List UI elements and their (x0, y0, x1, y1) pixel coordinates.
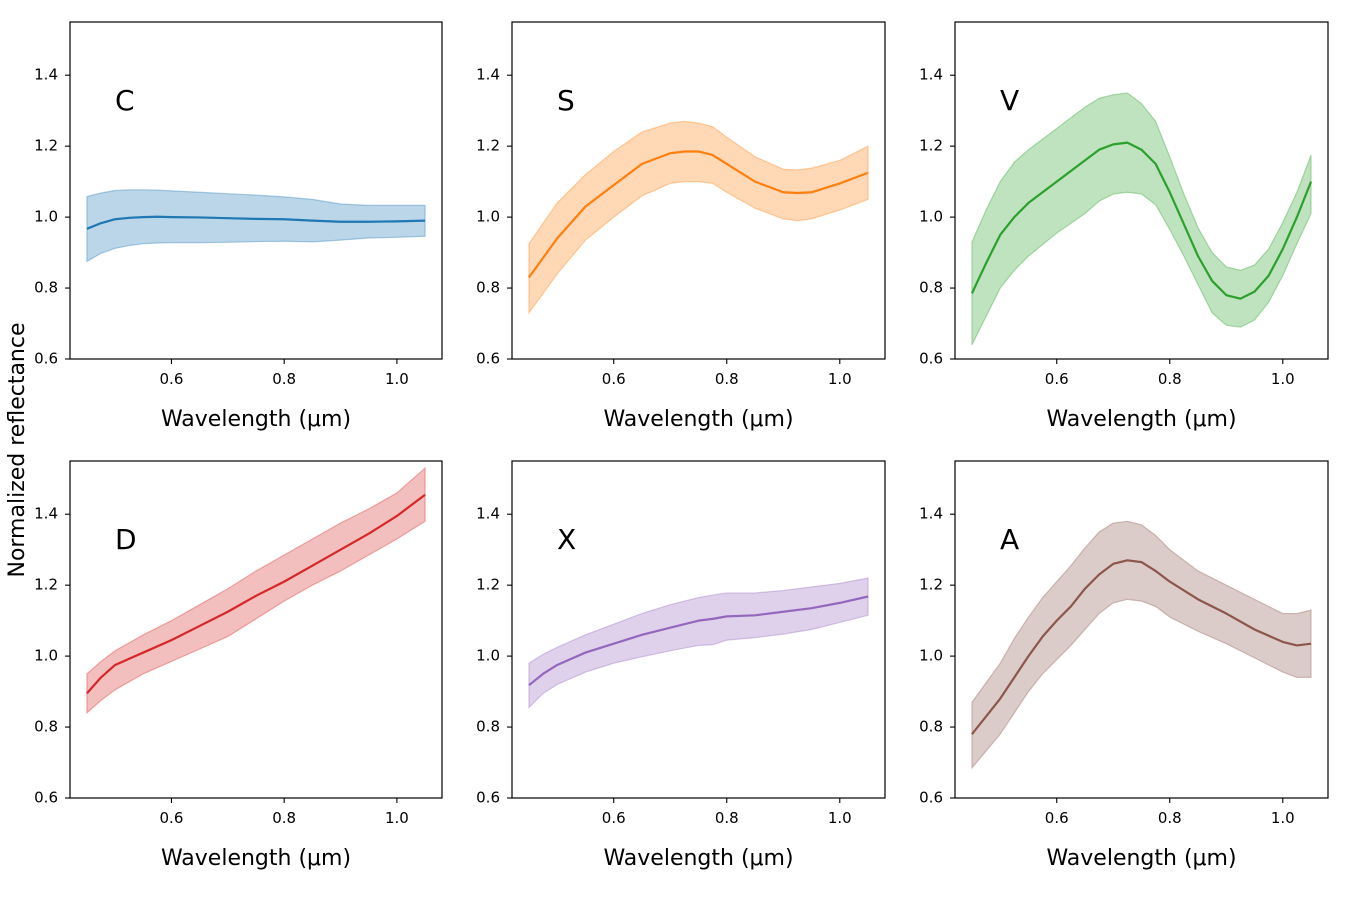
y-tick-label: 0.8 (476, 279, 500, 297)
uncertainty-band (86, 189, 426, 263)
uncertainty-band (528, 120, 869, 315)
plot-frame (954, 21, 1329, 360)
plot-frame (954, 460, 1329, 799)
x-axis-label: Wavelength (μm) (603, 846, 793, 871)
x-tick-label: 1.0 (385, 370, 409, 388)
y-tick-label: 1.2 (476, 576, 500, 594)
uncertainty-band (971, 520, 1312, 770)
x-tick-label: 0.6 (160, 370, 184, 388)
panel-label: V (1000, 84, 1019, 117)
uncertainty-band (86, 466, 426, 715)
panel-label: C (115, 84, 135, 117)
mean-line (528, 150, 869, 279)
plot-frame (511, 460, 886, 799)
panel-d: 0.6 0.8 1.0 1.2 1.4 0.6 0.8 1.0 Wavelength (μm) D (34, 460, 443, 871)
x-axis-label: Wavelength (μm) (1046, 846, 1236, 871)
y-tick-label: 0.8 (919, 279, 943, 297)
y-tick-label: 1.2 (919, 137, 943, 155)
x-tick-label: 0.8 (715, 809, 739, 827)
x-tick-label: 0.6 (602, 370, 626, 388)
y-tick-label: 1.4 (476, 66, 500, 84)
y-tick-label: 1.0 (919, 208, 943, 226)
y-tick-label: 1.0 (476, 647, 500, 665)
y-tick-label: 1.2 (34, 576, 58, 594)
mean-line (971, 559, 1312, 735)
x-tick-label: 0.8 (272, 809, 296, 827)
y-tick-label: 1.4 (919, 505, 943, 523)
mean-line (86, 215, 426, 230)
y-tick-label: 0.8 (919, 718, 943, 736)
y-tick-label: 1.0 (476, 208, 500, 226)
y-tick-label: 1.0 (34, 647, 58, 665)
y-tick-label: 0.6 (476, 789, 500, 807)
y-tick-label: 1.0 (34, 208, 58, 226)
panel-v: 0.6 0.8 1.0 1.2 1.4 0.6 0.8 1.0 Wavelength (μm) V (919, 21, 1329, 432)
uncertainty-band (971, 92, 1312, 346)
plot-frame (69, 460, 443, 799)
x-tick-label: 1.0 (828, 809, 852, 827)
y-tick-label: 1.2 (34, 137, 58, 155)
x-tick-label: 0.6 (1045, 809, 1069, 827)
x-tick-label: 0.6 (602, 809, 626, 827)
x-tick-label: 1.0 (1271, 370, 1295, 388)
x-axis-label: Wavelength (μm) (1046, 407, 1236, 432)
x-tick-label: 0.6 (160, 809, 184, 827)
y-tick-label: 1.2 (476, 137, 500, 155)
y-tick-label: 0.8 (34, 279, 58, 297)
x-tick-label: 1.0 (828, 370, 852, 388)
x-axis-label: Wavelength (μm) (161, 407, 351, 432)
plot-frame (69, 21, 443, 360)
mean-line (86, 493, 426, 695)
x-tick-label: 0.8 (272, 370, 296, 388)
panel-label: X (557, 523, 576, 556)
x-tick-label: 1.0 (1271, 809, 1295, 827)
x-tick-label: 0.6 (1045, 370, 1069, 388)
panel-c: 0.6 0.8 1.0 1.2 1.4 0.6 0.8 1.0 Wavelength (μm) C (34, 21, 443, 432)
x-tick-label: 0.8 (715, 370, 739, 388)
mean-line (528, 595, 869, 687)
x-tick-label: 0.8 (1158, 370, 1182, 388)
mean-line (970, 141, 1313, 300)
y-tick-label: 0.6 (34, 789, 58, 807)
x-axis-label: Wavelength (μm) (603, 407, 793, 432)
x-tick-label: 1.0 (385, 809, 409, 827)
y-tick-label: 0.8 (34, 718, 58, 736)
plot-frame (511, 21, 886, 360)
figure-y-axis-label: Normalized reflectance (5, 322, 30, 577)
y-tick-label: 1.0 (919, 647, 943, 665)
y-tick-label: 1.2 (919, 576, 943, 594)
y-tick-label: 0.6 (919, 350, 943, 368)
panel-a: 0.6 0.8 1.0 1.2 1.4 0.6 0.8 1.0 Wavelength (μm) A (919, 460, 1329, 871)
y-tick-label: 0.8 (476, 718, 500, 736)
y-tick-label: 0.6 (476, 350, 500, 368)
uncertainty-band (528, 577, 869, 709)
panel-label: D (115, 523, 137, 556)
panel-label: S (557, 84, 575, 117)
y-tick-label: 0.6 (919, 789, 943, 807)
y-tick-label: 1.4 (34, 505, 58, 523)
x-axis-label: Wavelength (μm) (161, 846, 351, 871)
y-tick-label: 1.4 (476, 505, 500, 523)
y-tick-label: 0.6 (34, 350, 58, 368)
y-tick-label: 1.4 (919, 66, 943, 84)
panel-x: 0.6 0.8 1.0 1.2 1.4 0.6 0.8 1.0 Wavelength (μm) X (476, 460, 886, 871)
y-tick-label: 1.4 (34, 66, 58, 84)
x-tick-label: 0.8 (1158, 809, 1182, 827)
panel-s: 0.6 0.8 1.0 1.2 1.4 0.6 0.8 1.0 Wavelength (μm) S (476, 21, 886, 432)
panel-label: A (1000, 523, 1019, 556)
